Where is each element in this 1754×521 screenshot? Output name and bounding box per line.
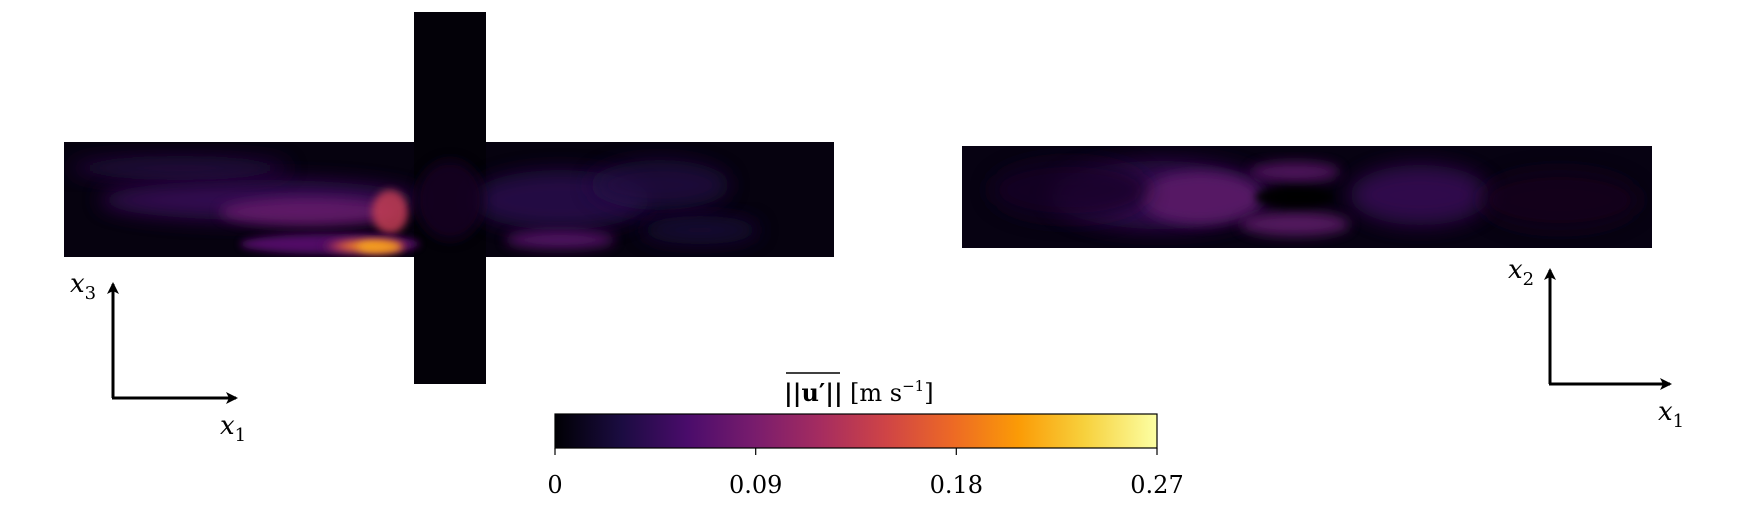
colorbar-label: ||u′|| [m s−1] xyxy=(784,372,934,407)
left-axes-indicator: x3 x1 xyxy=(70,269,246,446)
colorbar-tick-labels: 0 0.09 0.18 0.27 xyxy=(547,471,1183,499)
colorbar-tick-label-1: 0.09 xyxy=(729,471,782,499)
left-fluctuation-pattern xyxy=(70,156,760,255)
colorbar-label-quantity: ||u′|| xyxy=(784,378,843,407)
colorbar-gradient xyxy=(554,413,1158,449)
left-axis-vertical-label: x3 xyxy=(70,269,96,304)
left-flow-field xyxy=(64,12,834,384)
right-axes-indicator: x2 x1 xyxy=(1508,255,1684,432)
colorbar-tick-label-0: 0 xyxy=(547,471,562,499)
left-axis-horizontal-label: x1 xyxy=(220,411,246,446)
colorbar-tick-label-3: 0.27 xyxy=(1130,471,1183,499)
colorbar-ticks xyxy=(554,448,1158,455)
right-flow-field xyxy=(962,146,1652,248)
colorbar-tick-label-2: 0.18 xyxy=(930,471,983,499)
right-fluctuation-pattern xyxy=(990,160,1640,236)
right-axis-horizontal-label: x1 xyxy=(1658,397,1684,432)
right-axis-vertical-label: x2 xyxy=(1508,255,1534,290)
colorbar: ||u′|| [m s−1] 0 0.09 0.18 0.27 xyxy=(547,372,1184,499)
colorbar-label-unit: [m s−1] xyxy=(850,377,934,407)
